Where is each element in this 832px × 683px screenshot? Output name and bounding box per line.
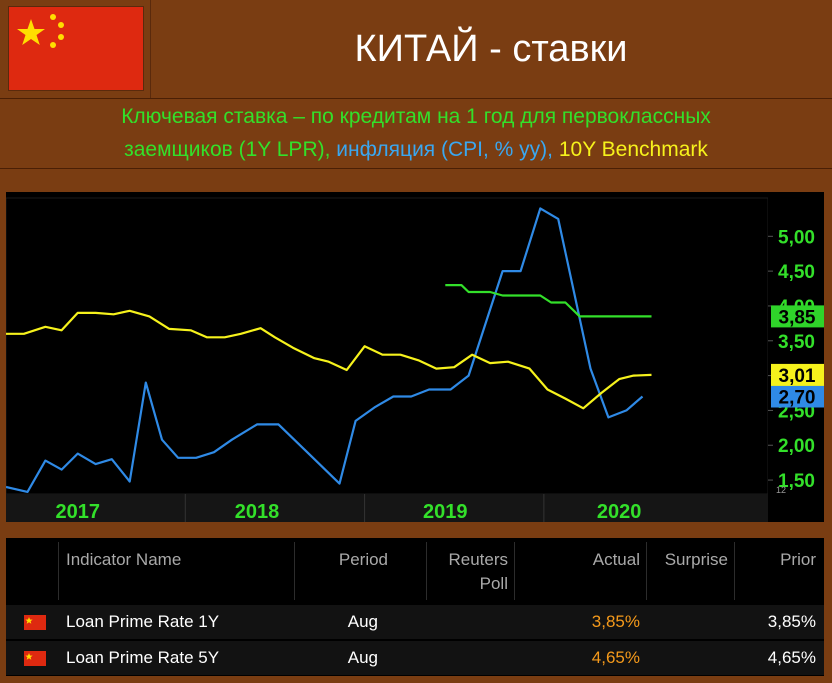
x-axis-band	[6, 494, 768, 522]
y-tick-label: 2,00	[778, 436, 815, 457]
column-header-surprise[interactable]: Surprise	[664, 550, 728, 569]
axis-corner-label: 12	[776, 485, 786, 495]
x-tick-label: 2020	[597, 501, 642, 522]
column-header-prior[interactable]: Prior	[780, 550, 816, 569]
last-value-label-lpr: 3,85	[779, 307, 816, 328]
column-header-period[interactable]: Period	[338, 550, 388, 569]
rates-chart: 1,502,002,503,003,504,004,505,0012201720…	[6, 192, 824, 522]
table-row[interactable]: Loan Prime Rate 5Y Aug 4,65% 4,65%	[6, 641, 824, 675]
column-header-actual[interactable]: Actual	[592, 550, 640, 569]
y-tick-label: 1,50	[778, 471, 815, 492]
last-value-tag-bond	[771, 363, 824, 386]
series-line-bond	[6, 309, 652, 410]
indicator-name: Loan Prime Rate 5Y	[66, 648, 220, 667]
subtitle-bond: 10Y Benchmark	[553, 138, 708, 161]
table-row[interactable]: Loan Prime Rate 1Y Aug 3,85% 3,85%	[6, 605, 824, 639]
china-flag-icon	[24, 651, 46, 666]
x-tick-label: 2017	[55, 501, 100, 522]
series-line-lpr	[445, 283, 652, 318]
last-value-tag-cpi	[771, 385, 824, 408]
actual-value: 4,65%	[591, 648, 640, 667]
plot-frame	[6, 197, 769, 495]
prior-value: 3,85%	[767, 612, 816, 631]
series-line-cpi	[6, 207, 644, 493]
y-tick-label: 3,50	[778, 332, 815, 353]
y-tick-label: 5,00	[778, 227, 815, 248]
period-value: Aug	[347, 648, 378, 667]
indicator-name: Loan Prime Rate 1Y	[66, 612, 220, 631]
x-tick-label: 2018	[235, 501, 280, 522]
rates-chart-svg: 1,502,002,503,003,504,004,505,0012201720…	[6, 192, 824, 522]
y-tick-label: 4,50	[778, 262, 815, 283]
last-value-label-bond: 3,01	[779, 366, 816, 387]
subtitle-cpi: инфляция (CPI, % yy),	[330, 138, 554, 161]
subtitle-lpr-line1: Ключевая ставка – по кредитам на 1 год д…	[121, 105, 711, 128]
y-axis-band	[768, 192, 824, 522]
prior-value: 4,65%	[767, 648, 816, 667]
column-header-indicator[interactable]: Indicator Name	[66, 550, 182, 569]
x-tick-label: 2019	[423, 501, 468, 522]
column-header-reuters-poll[interactable]: Reuters Poll	[448, 550, 508, 593]
page-title: КИТАЙ - ставки	[354, 27, 628, 70]
china-flag-icon	[8, 6, 144, 91]
chart-subtitle: Ключевая ставка – по кредитам на 1 год д…	[0, 100, 832, 168]
china-flag-icon	[24, 615, 46, 630]
actual-value: 3,85%	[591, 612, 640, 631]
period-value: Aug	[347, 612, 378, 631]
indicator-table: Indicator Name Period Reuters Poll Actua…	[6, 538, 824, 676]
header: КИТАЙ - ставки	[0, 0, 832, 98]
last-value-tag-lpr	[771, 305, 824, 328]
last-value-label-cpi: 2,70	[779, 387, 816, 408]
subtitle-lpr-line2: заемщиков (1Y LPR),	[124, 138, 331, 161]
